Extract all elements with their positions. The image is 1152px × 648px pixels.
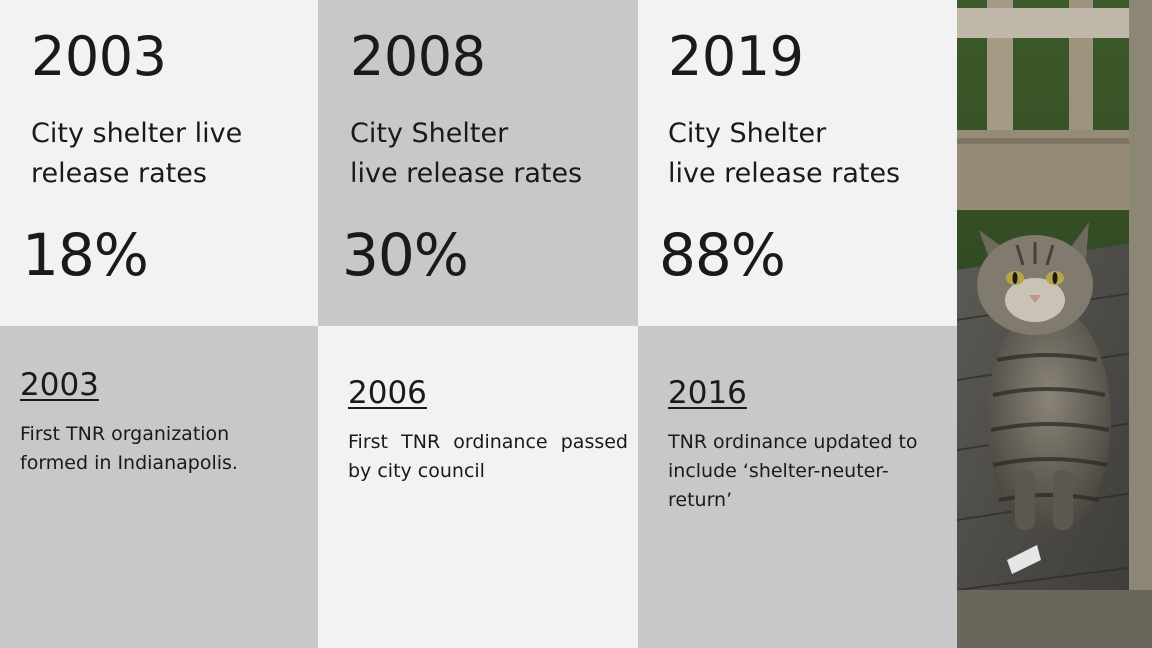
stat-panel-2003: 2003 City shelter live release rates 18% bbox=[0, 0, 318, 326]
milestone-text: First TNR organization formed in Indiana… bbox=[20, 423, 238, 474]
stat-year: 2008 bbox=[350, 25, 486, 88]
milestone-text: First TNR ordinance passed by city counc… bbox=[348, 431, 628, 482]
stat-panel-2008: 2008 City Shelter live release rates 30% bbox=[318, 0, 638, 326]
stat-year: 2003 bbox=[31, 25, 167, 88]
stat-metric-label: City shelter live release rates bbox=[31, 118, 243, 189]
milestone-panel-2016: 2016 TNR ordinance updated to include ‘s… bbox=[638, 326, 957, 648]
milestone-panel-2006: 2006 First TNR ordinance passed by city … bbox=[318, 326, 638, 648]
milestone-text: TNR ordinance updated to include ‘shelte… bbox=[668, 431, 918, 511]
cat-illustration bbox=[957, 0, 1152, 648]
stat-rate: 30% bbox=[342, 221, 469, 289]
stat-metric-label: City Shelter live release rates bbox=[350, 118, 583, 189]
stat-rate: 88% bbox=[659, 221, 786, 289]
tabby-cat-photo bbox=[957, 0, 1152, 648]
stat-metric-label: City Shelter live release rates bbox=[668, 118, 901, 189]
milestone-year: 2003 bbox=[20, 367, 99, 403]
milestone-panel-2003: 2003 First TNR organization formed in In… bbox=[0, 326, 318, 648]
stat-rate: 18% bbox=[22, 221, 149, 289]
milestone-year: 2006 bbox=[348, 375, 427, 411]
stat-year: 2019 bbox=[668, 25, 804, 88]
stat-panel-2019: 2019 City Shelter live release rates 88% bbox=[638, 0, 957, 326]
milestone-year: 2016 bbox=[668, 375, 747, 411]
